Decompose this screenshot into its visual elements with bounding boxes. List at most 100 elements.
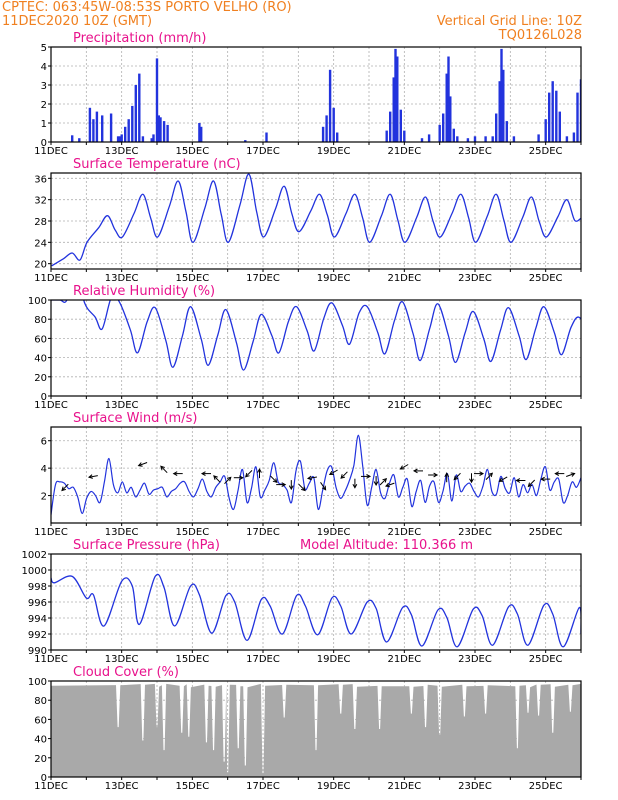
x-tick-label: 23DEC [458,654,492,665]
wind-arrow-head [328,470,334,476]
x-tick-label: 11DEC [34,654,68,665]
wind-arrow-head [213,475,218,480]
wind-arrow-shaft [61,483,69,491]
precip-bars [71,48,589,142]
precip-bar [92,119,95,142]
wind-arrow-head [257,468,262,473]
precip-bar [544,119,547,142]
precip-bar [127,119,130,142]
panel-border [50,172,582,270]
precip-bar [576,92,579,142]
y-tick-label: 24 [34,238,47,249]
pressure-line [51,573,581,648]
x-tick-label: 25DEC [529,654,563,665]
precip-bar [427,134,431,142]
x-tick-label: 19DEC [317,273,351,284]
wind-arrow-shaft [485,472,493,480]
wind-arrow-head [527,482,533,488]
precip-bar [244,140,247,142]
x-tick-label: 25DEC [529,781,563,792]
precip-bar [109,113,113,142]
wind-arrow-head [570,472,576,477]
precip-bar [131,105,134,142]
x-tick-label: 15DEC [175,146,209,157]
x-tick-label: 15DEC [175,273,209,284]
x-tick-label: 13DEC [105,654,139,665]
precip-bar [587,115,589,142]
y-tick-label: 0 [41,138,47,149]
x-tick-label: 11DEC [34,400,68,411]
x-tick-label: 23DEC [458,781,492,792]
x-tick-label: 21DEC [387,146,421,157]
humidity-line [51,300,581,371]
x-tick-label: 17DEC [246,527,280,538]
cloud-cover-area [51,683,581,777]
x-tick-label: 23DEC [458,400,492,411]
y-tick-label: 20 [34,260,47,271]
panel-title: Surface Wind (m/s) [73,411,197,426]
precip-bar [498,81,501,142]
x-tick-label: 17DEC [246,400,280,411]
panel-border [50,680,582,778]
panel-4: 990 992 994 996 998 1000 1002 11DEC 13DEC 15DEC 17… [22,538,582,665]
precip-bar [141,136,145,142]
wind-arrow-shaft [566,473,575,477]
precip-bar [484,136,487,142]
panel-title: Surface Temperature (nC) [73,157,241,172]
precip-bar [118,136,122,142]
precip-bar [389,111,392,142]
wind-arrow-head [453,475,459,481]
y-tick-label: 100 [28,296,47,307]
wind-arrow-head [340,474,346,479]
precip-bar [500,48,503,142]
y-tick-label: 1000 [22,566,47,577]
wind-arrow-shaft [400,464,409,470]
precip-bar [473,136,477,142]
precip-bar [548,92,551,142]
precip-bar [332,107,335,142]
precip-bar [396,56,399,142]
y-tick-label: 4 [41,62,47,73]
y-tick-label: 60 [34,334,47,345]
x-tick-label: 15DEC [175,400,209,411]
precip-bar [456,136,459,142]
x-tick-label: 15DEC [175,527,209,538]
x-tick-label: 11DEC [34,781,68,792]
wind-arrow-shaft [138,462,148,467]
panel-2: 0 20 40 60 80 100 11DEC 13DEC 15DEC 17DEC 19DEC 21D… [28,284,582,411]
y-tick-label: 3 [41,81,47,92]
x-tick-label: 25DEC [529,146,563,157]
wind-arrow-head [137,462,143,467]
x-tick-label: 23DEC [458,527,492,538]
x-tick-label: 17DEC [246,654,280,665]
precip-bar [328,69,332,142]
wind-arrow-head [321,485,327,491]
precip-bar [120,134,123,142]
precip-bar [150,138,153,142]
wind-arrow-head [272,478,278,484]
y-tick-label: 28 [34,217,47,228]
x-tick-label: 19DEC [317,400,351,411]
y-tick-label: 40 [34,735,47,746]
wind-arrow-head [540,476,545,482]
precip-bar [152,134,155,142]
wind-arrow-head [172,471,178,476]
wind-arrow-head [385,482,390,488]
precip-bar [162,121,166,142]
wind-arrow-head [306,475,312,481]
x-tick-label: 13DEC [105,146,139,157]
x-tick-label: 25DEC [529,527,563,538]
precip-bar [495,113,498,142]
precip-bar [101,115,104,142]
wind-speed-line [51,434,581,515]
y-tick-label: 36 [34,174,47,185]
wind-arrow-shaft [340,471,348,479]
x-tick-label: 13DEC [105,781,139,792]
precip-bar [138,73,141,142]
wind-arrow-head [301,486,306,492]
wind-arrow-shaft [213,475,221,483]
x-tick-label: 11DEC [34,273,68,284]
y-tick-label: 2 [41,492,47,503]
precip-bar [583,104,585,142]
wind-arrow-shaft [379,478,387,486]
